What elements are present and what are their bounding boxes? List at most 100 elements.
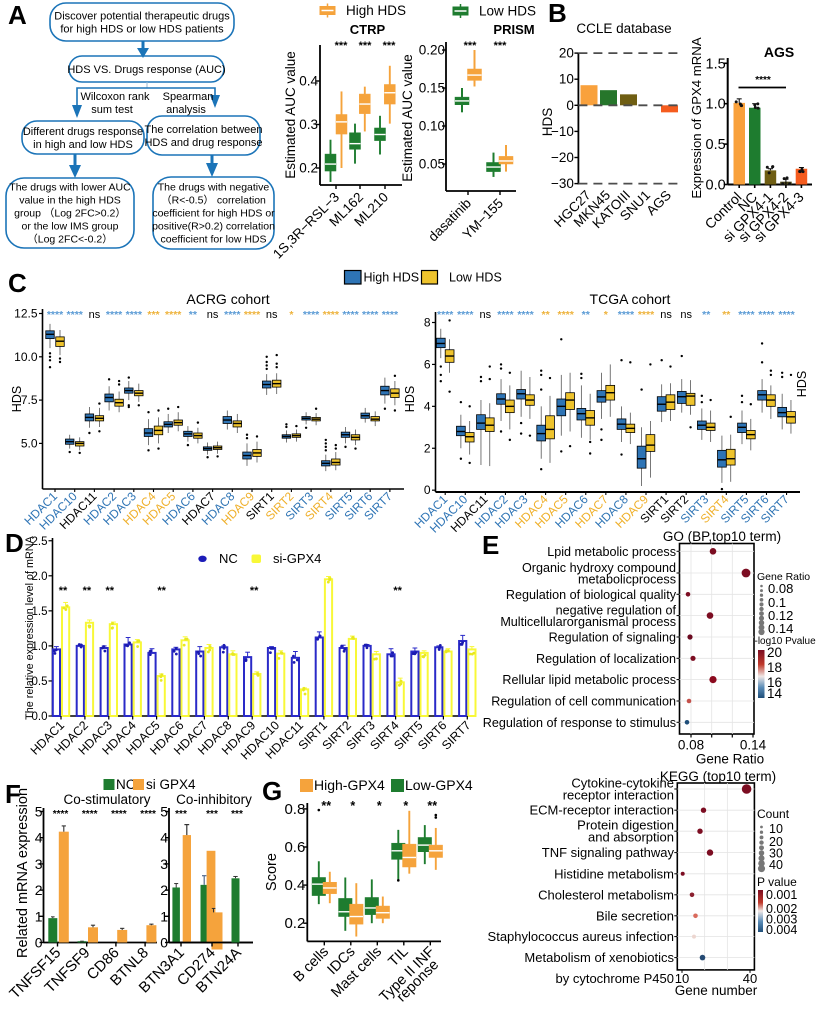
svg-text:***: *** (231, 809, 243, 820)
svg-text:****: **** (111, 809, 127, 820)
svg-text:ns: ns (207, 309, 219, 321)
svg-text:Co-stimulatory: Co-stimulatory (63, 792, 150, 807)
svg-text:and absorption: and absorption (588, 830, 674, 845)
svg-text:−30: −30 (551, 176, 574, 191)
svg-text:****: **** (382, 309, 399, 321)
svg-text:CTRP: CTRP (350, 22, 386, 37)
svg-text:0.5: 0.5 (706, 137, 726, 153)
svg-text:Discover potential therapeutic: Discover potential therapeutic drugs (54, 10, 230, 22)
svg-text:PRISM: PRISM (493, 22, 534, 37)
svg-text:****: **** (738, 309, 755, 321)
svg-text:0.20: 0.20 (419, 43, 445, 58)
svg-text:KEGG (top10 term): KEGG (top10 term) (660, 769, 776, 784)
svg-text:The correlation between: The correlation between (144, 124, 262, 136)
svg-text:14: 14 (767, 686, 783, 701)
svg-text:0.10: 0.10 (419, 119, 445, 134)
svg-text:positive(R>0.2) correlation: positive(R>0.2) correlation (152, 221, 275, 233)
svg-text:**: ** (157, 585, 166, 597)
svg-text:**: ** (250, 585, 259, 597)
svg-text:Bile secretion: Bile secretion (596, 908, 674, 923)
svg-text:**: ** (83, 585, 92, 597)
svg-text:1.5: 1.5 (706, 56, 726, 72)
svg-text:Gene Ratio: Gene Ratio (696, 752, 764, 767)
svg-text:HDS and drug response: HDS and drug response (144, 137, 262, 149)
svg-text:8: 8 (424, 316, 431, 330)
svg-text:2: 2 (424, 441, 431, 455)
svg-text:**: ** (702, 309, 711, 321)
svg-text:****: **** (323, 309, 340, 321)
svg-text:0.6: 0.6 (284, 839, 305, 856)
svg-text:High HDS: High HDS (346, 3, 406, 18)
svg-text:0.001: 0.001 (766, 888, 797, 902)
svg-text:Low HDS: Low HDS (449, 271, 502, 285)
svg-text:Lpid metabolic process: Lpid metabolic process (547, 545, 676, 559)
svg-text:0.2: 0.2 (284, 915, 305, 932)
svg-text:High-GPX4: High-GPX4 (314, 777, 385, 793)
svg-text:High HDS: High HDS (364, 271, 420, 285)
svg-text:NC: NC (219, 551, 238, 566)
svg-text:**: ** (542, 309, 551, 321)
svg-text:The drugs with lower AUC: The drugs with lower AUC (9, 182, 131, 194)
svg-text:****: **** (303, 309, 320, 321)
svg-text:Cholesterol metabolism: Cholesterol metabolism (538, 887, 674, 902)
svg-text:Metabolism of xenobiotics: Metabolism of xenobiotics (524, 950, 674, 965)
svg-text:in high and low HDS: in high and low HDS (33, 139, 133, 151)
svg-text:****: **** (82, 809, 98, 820)
svg-text:Expression of GPX4 mRNA: Expression of GPX4 mRNA (689, 37, 704, 198)
svg-text:HDS VS. Drugs response (AUC): HDS VS. Drugs response (AUC) (67, 64, 225, 76)
svg-text:G: G (262, 776, 282, 806)
svg-text:**: ** (59, 585, 68, 597)
svg-text:sum test: sum test (91, 104, 133, 116)
svg-text:NC: NC (116, 777, 136, 792)
svg-text:Low HDS: Low HDS (479, 4, 536, 19)
svg-text:Co-inhibitory: Co-inhibitory (176, 792, 252, 807)
svg-text:0.3: 0.3 (299, 117, 318, 132)
svg-text:***: *** (494, 40, 508, 52)
svg-text:A: A (8, 0, 27, 30)
svg-text:Histidine metabolism: Histidine metabolism (554, 866, 674, 881)
svg-text:Rellular lipid metabolic proce: Rellular lipid metabolic process (502, 673, 676, 687)
svg-text:****: **** (53, 809, 69, 820)
svg-text:value in the high HDS: value in the high HDS (19, 195, 121, 207)
svg-text:analysis: analysis (166, 104, 206, 116)
svg-text:HDS: HDS (795, 371, 809, 397)
svg-text:0: 0 (160, 935, 168, 951)
svg-text:TCGA cohort: TCGA cohort (590, 291, 671, 307)
svg-text:1: 1 (35, 908, 43, 924)
svg-text:****: **** (67, 309, 84, 321)
svg-text:0.14: 0.14 (768, 621, 793, 636)
svg-text:0.05: 0.05 (419, 157, 445, 172)
svg-text:12.5: 12.5 (14, 307, 38, 321)
svg-text:***: *** (359, 40, 373, 52)
svg-text:**: ** (321, 799, 331, 813)
svg-text:ns: ns (480, 309, 492, 321)
svg-text:0.2: 0.2 (299, 161, 318, 176)
svg-text:5: 5 (160, 804, 168, 820)
svg-text:40: 40 (769, 858, 783, 872)
svg-text:si GPX4: si GPX4 (146, 777, 196, 792)
svg-text:**: ** (393, 585, 402, 597)
svg-text:（R<-0.5） correlation: （R<-0.5） correlation (161, 195, 266, 207)
svg-text:Multicellularorganismal proces: Multicellularorganismal process (500, 615, 676, 629)
svg-text:*: * (377, 799, 382, 813)
svg-text:****: **** (165, 309, 182, 321)
svg-text:Wilcoxon rank: Wilcoxon rank (80, 91, 150, 103)
svg-text:E: E (482, 530, 499, 560)
svg-text:**: ** (427, 799, 437, 813)
svg-text:AGS: AGS (764, 44, 794, 60)
svg-text:Low-GPX4: Low-GPX4 (405, 777, 473, 793)
svg-text:0: 0 (424, 483, 431, 497)
svg-text:6: 6 (424, 357, 431, 371)
svg-text:0.4: 0.4 (299, 74, 318, 89)
svg-text:The relative expression level: The relative expression level of mRNA (24, 535, 36, 719)
svg-text:****: **** (126, 309, 143, 321)
svg-text:0.08: 0.08 (678, 738, 704, 753)
svg-text:−20: −20 (551, 150, 574, 165)
svg-text:ns: ns (660, 309, 672, 321)
svg-text:0.8: 0.8 (284, 801, 305, 818)
svg-text:Gene number: Gene number (675, 983, 758, 998)
svg-text:Related mRNA expression: Related mRNA expression (15, 788, 31, 958)
svg-text:0: 0 (566, 98, 574, 113)
svg-text:4: 4 (35, 830, 43, 846)
svg-text:HDS: HDS (10, 386, 24, 412)
